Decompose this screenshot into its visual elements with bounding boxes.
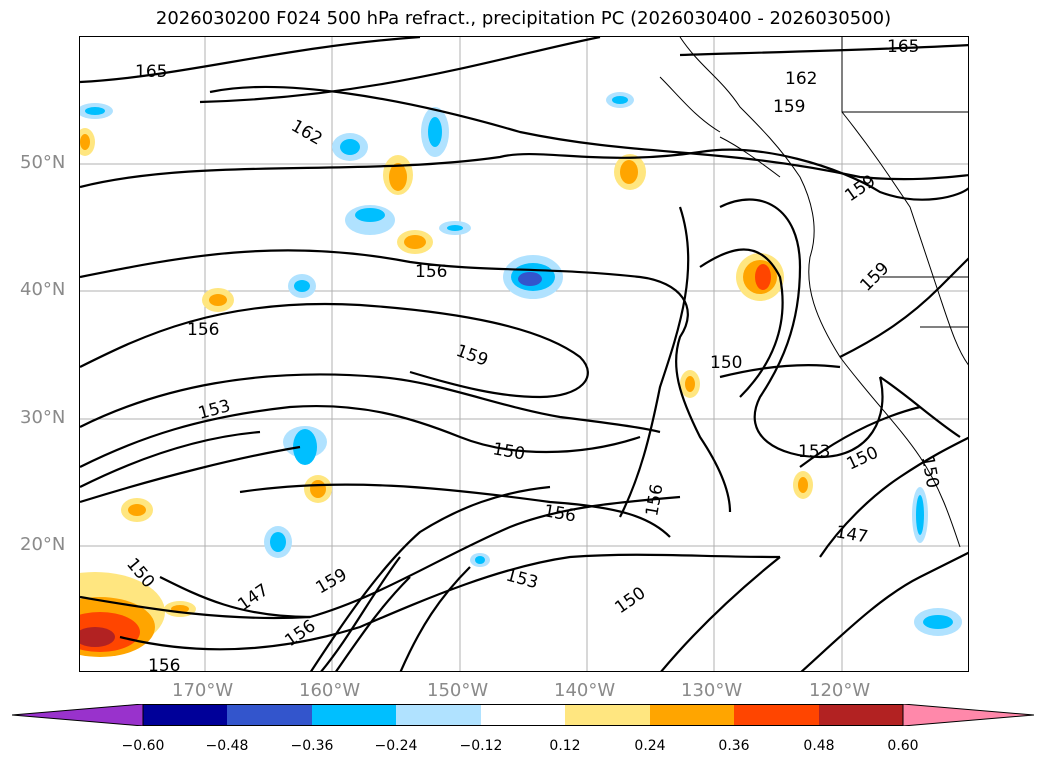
precip-blob — [606, 92, 634, 108]
precip-blob — [383, 155, 413, 195]
contour-label: 150 — [917, 454, 942, 489]
contour-label: 153 — [798, 442, 830, 462]
colorbar-tick: 0.12 — [549, 738, 581, 754]
precip-blob — [912, 487, 928, 543]
colorbar-frame — [142, 704, 904, 726]
colorbar-segment — [481, 704, 565, 726]
colorbar-tick: 0.36 — [718, 738, 750, 754]
precip-blob — [439, 221, 471, 235]
colorbar-tick: −0.24 — [374, 738, 418, 754]
precip-blob — [283, 426, 327, 465]
lat-label: 30°N — [20, 407, 66, 428]
colorbar-tick: 0.48 — [803, 738, 835, 754]
precip-blob — [680, 370, 700, 398]
colorbar-segment — [902, 704, 1034, 726]
colorbar-tick: −0.60 — [121, 738, 165, 754]
precip-blob — [397, 230, 433, 254]
colorbar-segment — [565, 704, 650, 726]
contour-label: 162 — [785, 69, 817, 89]
precip-blob — [470, 553, 490, 567]
precip-blob — [614, 154, 646, 190]
precip-blob — [332, 133, 368, 161]
contour-label: 156 — [187, 320, 219, 340]
colorbar-segment — [312, 704, 396, 726]
lon-label: 130°W — [681, 680, 743, 701]
colorbar-segment — [650, 704, 734, 726]
chart-title: 2026030200 F024 500 hPa refract., precip… — [155, 8, 892, 29]
contour-label: 165 — [887, 37, 919, 57]
contour-label: 150 — [844, 443, 882, 475]
colorbar-tick: 0.24 — [634, 738, 666, 754]
precip-blob — [121, 498, 153, 522]
precip-blob — [164, 601, 196, 617]
precip-blob — [288, 274, 316, 298]
contour-label: 159 — [841, 171, 879, 206]
lon-label: 150°W — [427, 680, 489, 701]
contour-label: 159 — [453, 341, 490, 371]
lat-label: 20°N — [20, 534, 66, 555]
map-panel[interactable]: 165 165 162 159 162 159 159 156 156 159 … — [79, 36, 969, 672]
contour-label: 153 — [196, 396, 233, 424]
precip-blob — [80, 103, 113, 119]
colorbar-tick: −0.12 — [459, 738, 503, 754]
precip-blob — [345, 205, 395, 235]
lon-label: 160°W — [299, 680, 361, 701]
precip-blob — [80, 572, 165, 657]
colorbar-segment — [819, 704, 903, 726]
colorbar-tick: 0.60 — [887, 738, 919, 754]
colorbar-tick: −0.36 — [290, 738, 334, 754]
lat-label: 40°N — [20, 279, 66, 300]
precip-blob — [421, 107, 449, 157]
colorbar-segment — [227, 704, 312, 726]
contour-label: 165 — [135, 62, 167, 82]
contour-label: 156 — [281, 616, 319, 651]
contour-label: 153 — [504, 566, 541, 594]
lon-label: 170°W — [172, 680, 234, 701]
contour-label: 150 — [491, 439, 526, 464]
precip-blob — [914, 608, 962, 636]
colorbar-segment — [12, 704, 144, 726]
lat-label: 50°N — [20, 152, 66, 173]
precip-fields — [80, 92, 962, 657]
contour-label: 156 — [642, 482, 667, 517]
colorbar-tick: −0.48 — [205, 738, 249, 754]
precip-blob — [793, 471, 813, 499]
precip-blob — [304, 475, 332, 503]
precip-blob — [202, 288, 234, 312]
precip-blob — [80, 128, 95, 156]
contour-label: 150 — [611, 583, 649, 618]
contour-label: 147 — [834, 522, 869, 547]
contour-label: 156 — [148, 656, 180, 672]
contour-label-layer: 165 165 162 159 162 159 159 156 156 159 … — [122, 37, 942, 672]
precip-blob — [503, 255, 563, 299]
colorbar-segment — [396, 704, 481, 726]
contour-lines — [80, 37, 968, 671]
contour-label: 159 — [856, 258, 893, 295]
colorbar — [12, 704, 1034, 726]
contour-label: 162 — [288, 116, 326, 150]
contour-label: 150 — [710, 353, 742, 373]
contour-label: 159 — [773, 97, 805, 117]
colorbar-segment — [734, 704, 819, 726]
colorbar-segment — [143, 704, 227, 726]
contour-label: 156 — [542, 501, 577, 526]
precip-blob — [264, 526, 292, 558]
lon-label: 120°W — [809, 680, 871, 701]
map-svg: 165 165 162 159 162 159 159 156 156 159 … — [80, 37, 968, 672]
precip-blob — [736, 253, 784, 301]
coastlines — [659, 37, 968, 548]
contour-label: 156 — [415, 262, 447, 282]
lon-label: 140°W — [554, 680, 616, 701]
